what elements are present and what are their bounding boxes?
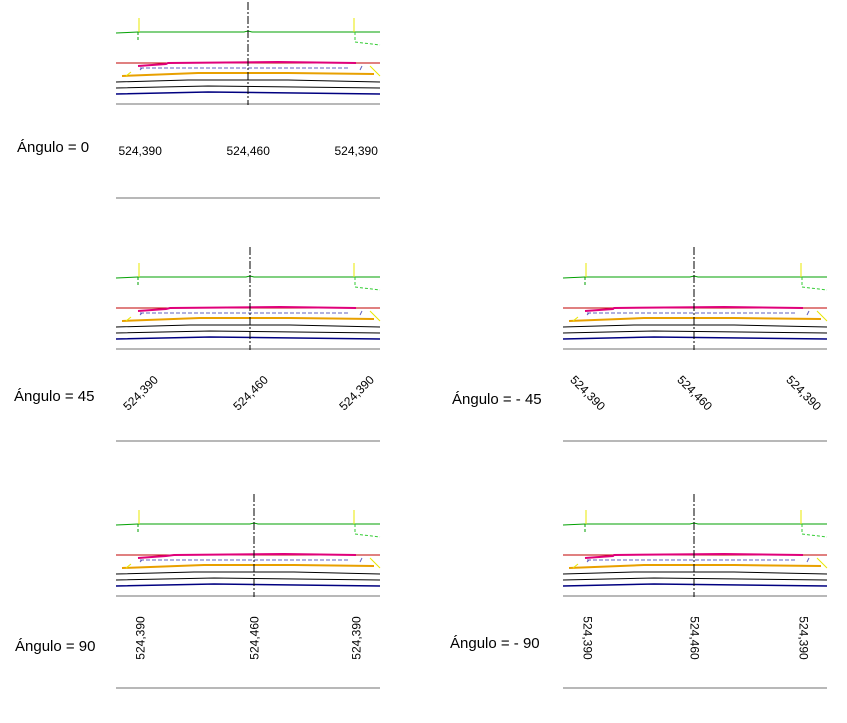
- navy-layer: [562, 336, 828, 340]
- blue-dashed-edge-right: [359, 65, 363, 71]
- ground-drop-right: [354, 524, 381, 538]
- orange-layer: [121, 72, 375, 77]
- blue-dashed-edge-right: [806, 557, 810, 563]
- blue-dashed-edge-left: [586, 312, 590, 316]
- magenta-layer: [137, 552, 357, 559]
- black-layer-1: [115, 324, 381, 328]
- slope-right: [369, 310, 381, 322]
- magenta-layer: [137, 60, 357, 67]
- slope-left: [572, 316, 579, 322]
- orange-layer: [568, 564, 822, 569]
- slope-right: [369, 65, 381, 77]
- black-layer-2: [562, 330, 828, 334]
- slope-left: [125, 563, 132, 569]
- station-value-label: 524,390: [118, 144, 162, 158]
- blue-dashed-edge-right: [806, 310, 810, 316]
- station-value-label: 524,390: [334, 144, 378, 158]
- slope-left: [125, 316, 132, 322]
- magenta-layer: [584, 552, 804, 559]
- black-layer-2: [115, 330, 381, 334]
- magenta-layer: [137, 305, 357, 312]
- slope-right: [816, 310, 828, 322]
- slope-left: [572, 563, 579, 569]
- station-value-label: 524,460: [687, 616, 702, 660]
- station-value-label: 524,390: [580, 616, 595, 660]
- black-layer-1: [115, 79, 381, 83]
- orange-layer: [568, 317, 822, 322]
- angle-label: Ángulo = 90: [15, 638, 96, 655]
- slope-right: [369, 557, 381, 569]
- angle-label: Ángulo = 45: [14, 388, 95, 405]
- magenta-layer: [584, 305, 804, 312]
- angle-label: Ángulo = 0: [17, 139, 90, 156]
- black-layer-1: [115, 571, 381, 575]
- navy-layer: [115, 336, 381, 340]
- slope-right: [816, 557, 828, 569]
- angle-label: Ángulo = - 90: [450, 635, 540, 652]
- blue-dashed-edge-left: [586, 559, 590, 563]
- blue-dashed-edge-right: [359, 557, 363, 563]
- orange-layer: [121, 317, 375, 322]
- navy-layer: [562, 583, 828, 587]
- ground-drop-right: [801, 277, 828, 291]
- black-layer-2: [562, 577, 828, 581]
- black-layer-1: [562, 324, 828, 328]
- black-layer-1: [562, 571, 828, 575]
- blue-dashed-edge-left: [139, 67, 143, 71]
- ground-drop-right: [354, 277, 381, 291]
- navy-layer: [115, 91, 381, 95]
- slope-left: [125, 71, 132, 77]
- blue-dashed-edge-right: [359, 310, 363, 316]
- station-value-label: 524,390: [796, 616, 811, 660]
- blue-dashed-edge-left: [139, 312, 143, 316]
- orange-layer: [121, 564, 375, 569]
- ground-drop-right: [801, 524, 828, 538]
- black-layer-2: [115, 85, 381, 89]
- navy-layer: [115, 583, 381, 587]
- ground-line: [562, 522, 827, 526]
- station-value-label: 524,460: [226, 144, 270, 158]
- black-layer-2: [115, 577, 381, 581]
- angle-label: Ángulo = - 45: [452, 391, 542, 408]
- blue-dashed-edge-left: [139, 559, 143, 563]
- ground-drop-right: [354, 32, 381, 46]
